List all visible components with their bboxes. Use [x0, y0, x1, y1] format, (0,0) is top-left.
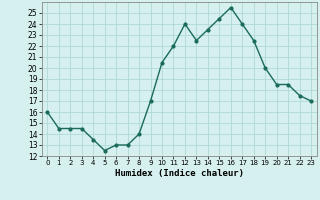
X-axis label: Humidex (Indice chaleur): Humidex (Indice chaleur)	[115, 169, 244, 178]
